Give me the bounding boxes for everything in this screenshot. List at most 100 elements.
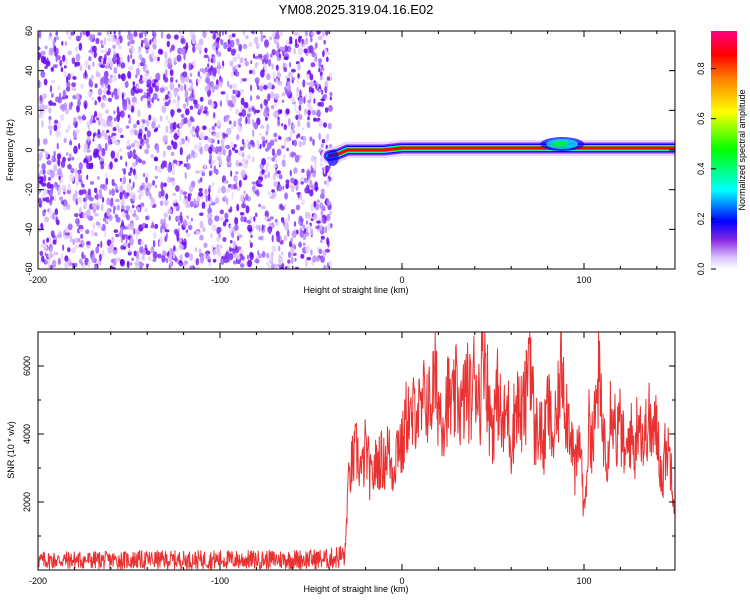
- noise-speckle-dot: [192, 45, 196, 53]
- noise-speckle-dot: [302, 136, 307, 144]
- noise-speckle-dot: [283, 124, 287, 131]
- noise-speckle-dot: [235, 38, 240, 43]
- noise-speckle-dot: [138, 32, 143, 39]
- noise-speckle-dot: [47, 36, 53, 41]
- noise-speckle-dot: [95, 72, 101, 78]
- noise-speckle-dot: [121, 73, 126, 82]
- noise-speckle-dot: [314, 160, 317, 168]
- noise-speckle-dot: [109, 198, 114, 207]
- noise-speckle-dot: [232, 248, 236, 255]
- noise-speckle-dot: [144, 41, 150, 48]
- noise-speckle-dot: [75, 180, 80, 187]
- noise-speckle-dot: [72, 95, 77, 100]
- noise-speckle-dot: [184, 171, 187, 180]
- noise-speckle-dot: [238, 43, 243, 52]
- noise-speckle-dot: [216, 226, 222, 233]
- noise-speckle-dot: [138, 88, 143, 94]
- noise-speckle-dot: [101, 129, 105, 137]
- noise-speckle-dot: [188, 98, 194, 102]
- noise-speckle-dot: [239, 263, 245, 268]
- noise-speckle-dot: [314, 186, 319, 191]
- noise-speckle-dot: [229, 84, 233, 89]
- noise-speckle-dot: [313, 58, 318, 62]
- noise-speckle-dot: [144, 148, 149, 155]
- noise-speckle-dot: [297, 192, 300, 199]
- noise-speckle-dot: [318, 119, 324, 128]
- noise-speckle-dot: [140, 137, 144, 145]
- noise-speckle-dot: [279, 109, 283, 114]
- noise-speckle-dot: [279, 257, 283, 262]
- noise-speckle-dot: [136, 84, 140, 89]
- noise-speckle-dot: [202, 226, 206, 233]
- x-tick-label: -200: [29, 275, 47, 285]
- noise-speckle-dot: [57, 158, 61, 167]
- noise-speckle-dot: [94, 187, 98, 194]
- noise-speckle-dot: [54, 183, 57, 189]
- noise-speckle-dot: [196, 132, 199, 138]
- noise-speckle-dot: [70, 247, 76, 254]
- noise-speckle-dot: [319, 202, 324, 208]
- noise-speckle-dot: [274, 167, 278, 176]
- noise-speckle-dot: [48, 176, 52, 181]
- noise-speckle-dot: [55, 129, 61, 138]
- noise-speckle-dot: [179, 138, 182, 147]
- noise-speckle-dot: [299, 104, 301, 112]
- noise-speckle-dot: [287, 229, 290, 237]
- noise-speckle-dot: [313, 117, 317, 122]
- noise-speckle-dot: [176, 215, 180, 222]
- noise-speckle-dot: [38, 56, 41, 61]
- noise-speckle-dot: [147, 100, 150, 106]
- noise-speckle-dot: [281, 159, 286, 168]
- noise-speckle-dot: [290, 68, 296, 73]
- noise-speckle-dot: [278, 48, 281, 53]
- noise-speckle-dot: [47, 262, 51, 269]
- noise-speckle-dot: [269, 216, 274, 220]
- noise-speckle-dot: [273, 181, 278, 188]
- noise-speckle-dot: [180, 38, 186, 45]
- noise-speckle-dot: [259, 85, 264, 92]
- noise-speckle-dot: [303, 38, 309, 45]
- noise-speckle-dot: [171, 180, 176, 187]
- noise-speckle-dot: [180, 48, 186, 56]
- noise-speckle-dot: [207, 63, 210, 68]
- noise-speckle-dot: [65, 95, 69, 99]
- noise-speckle-dot: [320, 143, 324, 148]
- noise-speckle-dot: [210, 31, 214, 34]
- noise-speckle-dot: [314, 52, 317, 60]
- noise-speckle-dot: [234, 176, 238, 182]
- noise-speckle-dot: [273, 110, 279, 119]
- noise-speckle-dot: [322, 50, 325, 58]
- noise-speckle-dot: [152, 92, 158, 100]
- snr-axes: -200 -100 0 100 2000 4000 6000: [22, 332, 675, 586]
- noise-speckle-dot: [109, 74, 113, 79]
- noise-speckle-dot: [125, 192, 130, 197]
- noise-speckle-dot: [115, 123, 120, 130]
- noise-speckle-dot: [51, 79, 56, 84]
- noise-speckle-dot: [114, 157, 118, 163]
- noise-speckle-dot: [203, 54, 209, 59]
- noise-speckle-dot: [151, 51, 155, 58]
- noise-speckle-dot: [108, 31, 113, 37]
- noise-speckle-dot: [39, 100, 43, 105]
- noise-speckle-dot: [156, 145, 160, 154]
- noise-speckle-dot: [102, 196, 105, 203]
- noise-speckle-dot: [188, 153, 191, 160]
- noise-speckle-dot: [69, 153, 72, 159]
- noise-speckle-dot: [269, 91, 275, 99]
- noise-speckle-dot: [297, 73, 300, 79]
- noise-speckle-dot: [111, 34, 115, 42]
- noise-speckle-dot: [93, 114, 96, 124]
- noise-speckle-dot: [320, 230, 325, 235]
- noise-speckle-dot: [274, 218, 278, 223]
- noise-speckle-dot: [65, 108, 69, 115]
- colorbar: 0.0 0.2 0.4 0.6 0.8 Normalized spectral ampl…: [696, 31, 747, 275]
- noise-speckle-dot: [197, 191, 204, 197]
- noise-speckle-dot: [51, 155, 55, 163]
- noise-speckle-dot: [185, 108, 190, 116]
- noise-speckle-dot: [228, 34, 233, 40]
- noise-speckle-dot: [278, 261, 283, 265]
- signal-blob: [552, 141, 569, 148]
- noise-speckle-dot: [194, 128, 198, 134]
- noise-speckle-dot: [38, 46, 41, 51]
- noise-speckle-dot: [322, 264, 327, 269]
